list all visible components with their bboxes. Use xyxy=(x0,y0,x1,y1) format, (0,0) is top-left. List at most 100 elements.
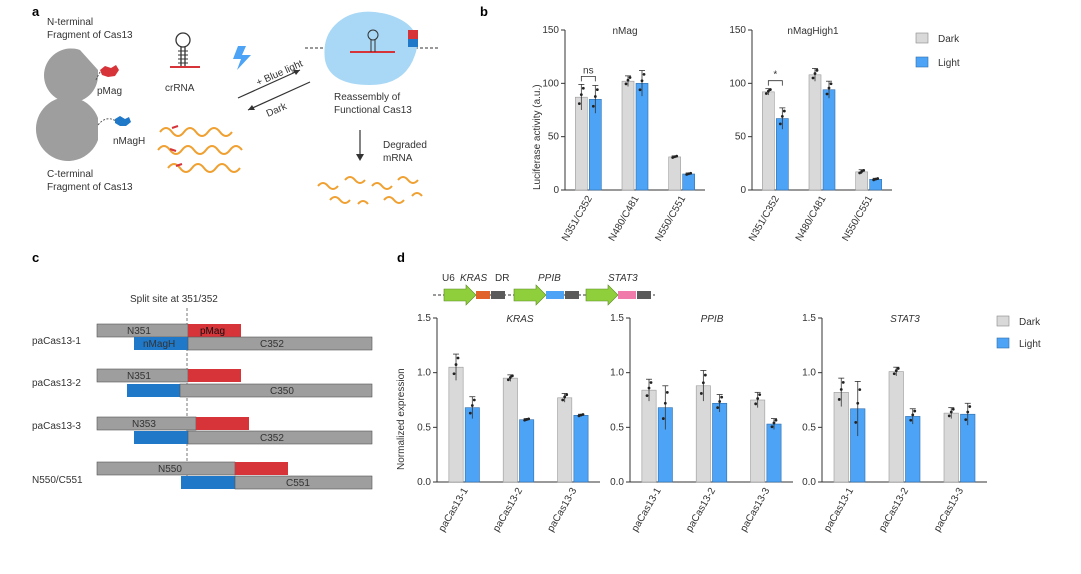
data-point xyxy=(856,401,860,405)
construct-2-n-label: N351 xyxy=(127,371,151,382)
x-tick-label: paCas13-2 xyxy=(491,486,525,534)
data-point xyxy=(506,378,510,382)
split-site-label: Split site at 351/352 xyxy=(130,294,218,305)
reassembly-line1: Reassembly of xyxy=(334,92,400,103)
bar-dark xyxy=(750,399,766,483)
panel-d-legend: Dark Light xyxy=(996,315,1041,350)
construct-2-c-label: C350 xyxy=(270,386,294,397)
bar-dark xyxy=(855,171,868,191)
data-point xyxy=(647,386,651,390)
bar-dark xyxy=(448,366,464,483)
bar-dark xyxy=(808,74,822,191)
data-point xyxy=(508,376,512,379)
construct-4-c-fragment xyxy=(234,475,373,490)
data-point xyxy=(766,89,770,93)
construct-1-c-tag: nMagH xyxy=(143,339,175,350)
data-point xyxy=(661,417,665,420)
crrna-label: crRNA xyxy=(165,83,195,94)
data-point xyxy=(640,79,644,83)
panel-d: d U6 KRAS DR PPIB STAT3 Normalized expre… xyxy=(396,250,1041,534)
degradation-arrowhead-icon xyxy=(356,154,364,161)
nmag-chart: nMag 0 50 100 150 N351/C352 N480/C481 N550/C551… xyxy=(542,25,705,243)
data-point xyxy=(703,373,707,377)
data-point xyxy=(675,154,679,158)
bar-light xyxy=(822,89,836,191)
data-point xyxy=(811,76,815,80)
data-point xyxy=(911,413,915,417)
data-point xyxy=(764,92,768,95)
construct-2-nmagh-tag xyxy=(127,384,180,397)
data-point xyxy=(964,418,968,422)
data-point xyxy=(839,388,843,391)
bar-dark xyxy=(641,389,657,483)
data-point xyxy=(593,95,597,98)
y-tick-label: 150 xyxy=(542,25,559,36)
data-point xyxy=(716,406,720,410)
dark-label: Dark xyxy=(265,101,290,120)
data-point xyxy=(913,409,917,413)
data-point xyxy=(591,104,595,108)
data-point xyxy=(468,411,472,415)
data-point xyxy=(699,392,703,395)
y-tick-label: 100 xyxy=(729,78,746,89)
chart-title: nMag xyxy=(612,26,637,37)
x-tick-label: N550/C551 xyxy=(653,194,688,244)
data-point xyxy=(862,168,866,172)
dr-block-2 xyxy=(565,291,579,299)
data-point xyxy=(563,395,567,399)
y-tick-label: 1.5 xyxy=(610,313,624,324)
x-tick-label: paCas13-2 xyxy=(684,486,718,534)
construct-2-c-fragment xyxy=(179,383,373,398)
legend-light-label: Light xyxy=(938,58,960,69)
dr-label: DR xyxy=(495,273,509,284)
data-point xyxy=(720,395,724,399)
data-point xyxy=(768,88,772,92)
chart-title: KRAS xyxy=(506,314,534,325)
forward-arrowhead-icon xyxy=(293,70,300,75)
construct-1-nmagh-tag xyxy=(134,337,188,350)
x-tick-label: paCas13-2 xyxy=(877,486,911,534)
x-tick-label: N351/C352 xyxy=(560,194,595,244)
panel-b: b Luciferase activity (a.u.) nMag 0 50 100 1… xyxy=(480,4,960,243)
data-point xyxy=(837,398,841,401)
u6-promoter-2-icon xyxy=(513,284,547,306)
stat3-guide-block xyxy=(618,291,636,299)
dr-block-3 xyxy=(637,291,651,299)
chart-title: STAT3 xyxy=(890,314,920,325)
bar-dark xyxy=(621,80,635,191)
c-linker xyxy=(97,118,117,126)
kras-guide-block xyxy=(476,291,490,299)
bar-dark xyxy=(502,377,518,483)
bar-dark xyxy=(888,371,904,483)
kras-chart: KRAS 0.0 0.5 1.0 1.5 paCas13-1 paCas13-2 paCas1… xyxy=(417,313,600,534)
reassembled-pmag-icon xyxy=(408,30,418,39)
legend-dark-swatch xyxy=(915,32,929,44)
construct-3-nmagh-tag xyxy=(134,431,188,444)
degraded-mrna-fragments xyxy=(317,176,423,205)
x-tick-label: N550/C551 xyxy=(840,194,875,244)
bar-light xyxy=(712,402,728,483)
y-tick-label: 50 xyxy=(735,132,747,143)
data-point xyxy=(628,76,632,79)
chart-title: nMagHigh1 xyxy=(787,26,839,37)
significance-bracket xyxy=(767,80,783,86)
stat3-map-label: STAT3 xyxy=(608,273,638,284)
data-point xyxy=(896,367,900,370)
bar-light xyxy=(573,415,589,483)
construct-2-pmag-tag xyxy=(188,369,241,382)
construct-4-name: N550/C551 xyxy=(32,475,83,486)
data-point xyxy=(581,86,585,90)
data-point xyxy=(595,88,599,92)
data-point xyxy=(782,109,786,113)
data-point xyxy=(770,425,774,429)
x-tick-label: paCas13-3 xyxy=(738,486,772,534)
data-point xyxy=(813,72,817,75)
bar-light xyxy=(635,83,649,191)
construct-3-c-fragment xyxy=(187,430,373,445)
construct-map: U6 KRAS DR PPIB STAT3 xyxy=(433,273,655,306)
construct-4-c-label: C551 xyxy=(286,478,310,489)
forward-arrow xyxy=(237,69,301,99)
construct-1-n-label: N351 xyxy=(127,326,151,337)
bar-dark xyxy=(575,96,588,191)
